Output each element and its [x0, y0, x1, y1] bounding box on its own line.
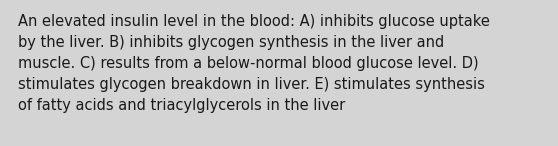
Text: An elevated insulin level in the blood: A) inhibits glucose uptake
by the liver.: An elevated insulin level in the blood: … — [18, 14, 490, 113]
